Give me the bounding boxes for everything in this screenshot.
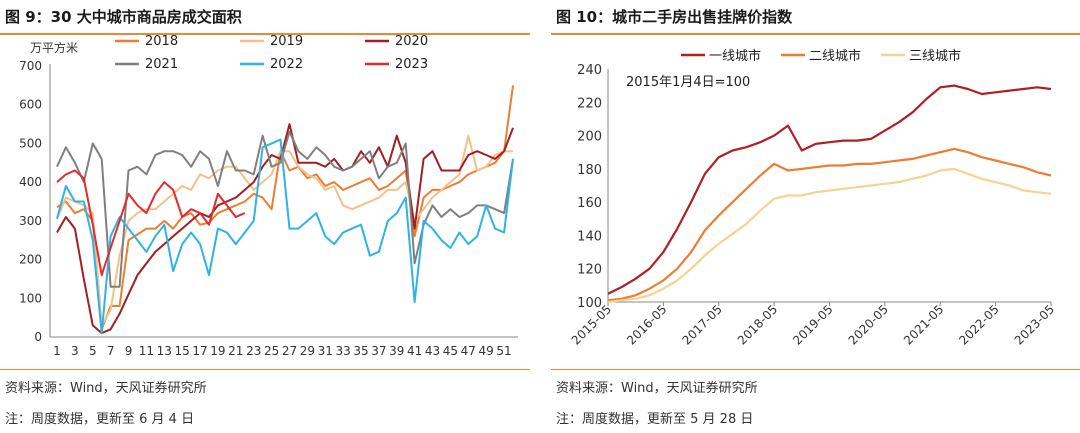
x-tick-label: 15 (175, 344, 190, 358)
x-tick-label: 19 (210, 344, 225, 358)
x-tick-label: 39 (389, 344, 404, 358)
x-tick-label: 13 (157, 344, 172, 358)
x-tick-label: 31 (318, 344, 333, 358)
x-tick-label: 29 (300, 344, 315, 358)
title-divider (551, 33, 1080, 35)
x-tick-label: 3 (71, 344, 79, 358)
y-tick-label: 300 (19, 214, 42, 228)
y-tick-label: 140 (577, 229, 602, 244)
title-divider (0, 33, 530, 35)
x-tick-label: 25 (264, 344, 279, 358)
series-line-三线城市 (607, 167, 1052, 304)
x-tick-label: 9 (125, 344, 133, 358)
y-tick-label: 220 (577, 96, 602, 111)
footer-divider (0, 369, 530, 370)
source-note: 资料来源：Wind，天风证券研究所 (5, 381, 207, 396)
x-tick-label: 11 (139, 344, 154, 358)
legend-label-2022: 2022 (270, 57, 303, 72)
y-tick-label: 120 (577, 263, 602, 278)
series-line-2022 (56, 138, 514, 335)
legend-label-2021: 2021 (145, 57, 178, 72)
update-note: 注：周度数据，更新至 6 月 4 日 (5, 412, 195, 427)
series-line-二线城市 (607, 147, 1052, 302)
y-tick-label: 400 (19, 175, 42, 189)
x-tick-label: 2017-05 (680, 302, 725, 347)
chart-title: 图 10：城市二手房出售挂牌价指数 (556, 8, 793, 26)
footer-divider (551, 369, 1080, 370)
x-tick-label: 2020-05 (846, 302, 891, 347)
x-tick-label: 2018-05 (735, 302, 780, 347)
y-tick-label: 180 (577, 163, 602, 178)
y-tick-label: 100 (577, 296, 602, 311)
y-tick-label: 600 (19, 98, 42, 112)
x-tick-label: 35 (353, 344, 368, 358)
series-line-2023 (56, 169, 246, 277)
series-line-2018 (56, 85, 514, 331)
y-tick-label: 0 (34, 330, 42, 344)
x-tick-label: 2019-05 (790, 302, 835, 347)
series-line-2020 (56, 123, 514, 335)
x-tick-label: 21 (228, 344, 243, 358)
x-tick-label: 33 (335, 344, 350, 358)
series-line-一线城市 (607, 84, 1052, 295)
x-tick-label: 2016-05 (624, 302, 669, 347)
chart-title: 图 9：30 大中城市商品房成交面积 (5, 8, 242, 26)
legend-label-一线城市: 一线城市 (709, 48, 761, 64)
series-line-2019 (56, 134, 513, 327)
x-tick-label: 27 (282, 344, 297, 358)
x-tick-label: 2021-05 (901, 302, 946, 347)
x-tick-label: 17 (192, 344, 207, 358)
x-tick-label: 5 (89, 344, 97, 358)
legend-label-2018: 2018 (145, 34, 178, 49)
update-note: 注：周度数据，更新至 5 月 28 日 (556, 412, 754, 427)
y-tick-label: 240 (577, 63, 602, 78)
series-line-2021 (56, 130, 514, 288)
base-annotation: 2015年1月4日=100 (626, 75, 750, 90)
y-tick-label: 200 (577, 130, 602, 145)
legend-label-二线城市: 二线城市 (809, 48, 861, 64)
y-tick-label: 500 (19, 136, 42, 150)
x-tick-label: 7 (107, 344, 115, 358)
y-tick-label: 160 (577, 196, 602, 211)
x-tick-label: 49 (479, 344, 494, 358)
right-chart-panel: 图 10：城市二手房出售挂牌价指数 100 120 140 160 180 200 220 2… (551, 0, 1080, 433)
x-tick-label: 2023-05 (1012, 302, 1057, 347)
x-tick-label: 41 (407, 344, 422, 358)
x-tick-label: 51 (496, 344, 511, 358)
x-tick-label: 23 (246, 344, 261, 358)
x-tick-label: 37 (371, 344, 386, 358)
x-tick-label: 1 (53, 344, 61, 358)
y-tick-label: 700 (19, 59, 42, 73)
legend-label-2023: 2023 (395, 57, 428, 72)
source-note: 资料来源：Wind，天风证券研究所 (556, 381, 758, 396)
legend-label-2020: 2020 (395, 34, 428, 49)
left-chart-panel: 图 9：30 大中城市商品房成交面积 万平方米 0 100 200 300 400 500 6… (0, 0, 530, 433)
x-tick-label: 2022-05 (956, 302, 1001, 347)
x-tick-label: 47 (461, 344, 476, 358)
y-tick-label: 100 (19, 291, 42, 305)
x-tick-label: 45 (443, 344, 458, 358)
legend-label-三线城市: 三线城市 (909, 48, 961, 64)
legend-label-2019: 2019 (270, 34, 303, 49)
y-tick-label: 200 (19, 253, 42, 267)
y-axis-label: 万平方米 (30, 40, 78, 55)
x-tick-label: 43 (425, 344, 440, 358)
